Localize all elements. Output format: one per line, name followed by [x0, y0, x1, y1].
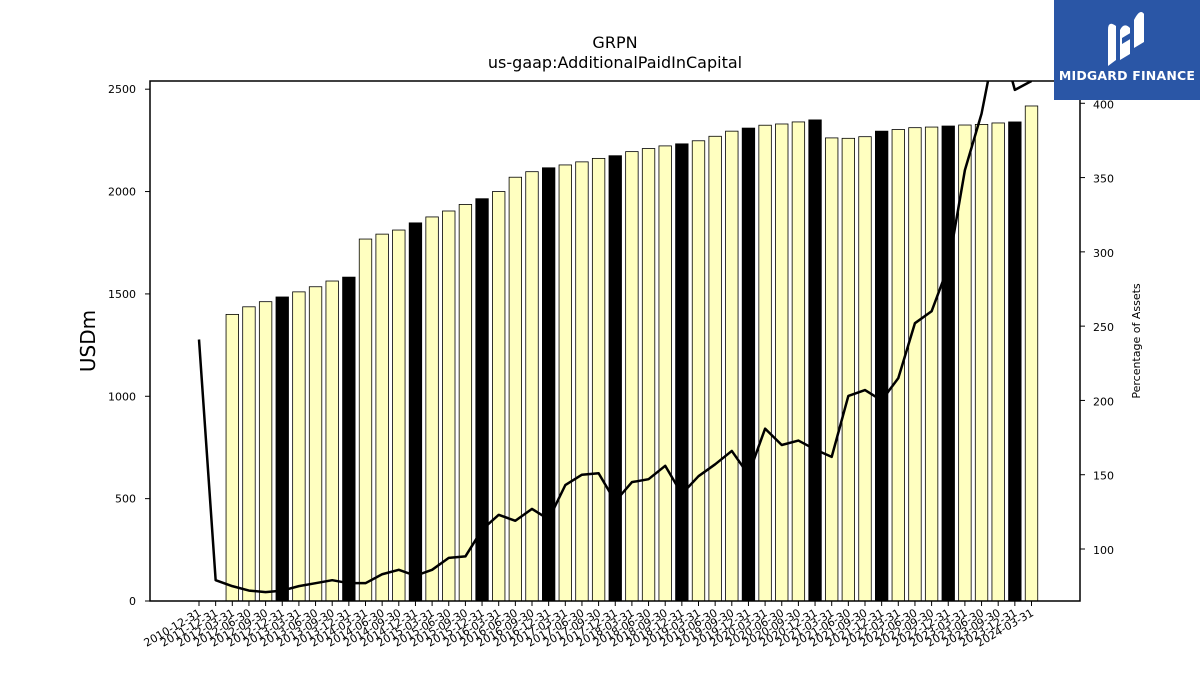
line-series: [197, 81, 1033, 594]
bar: [325, 280, 339, 602]
logo-text: MIDGARD FINANCE: [1058, 68, 1196, 83]
bar: [392, 229, 406, 602]
bar: [941, 125, 955, 602]
y-axis-right: 100 150 200 250 300 350 400: [1080, 98, 1114, 557]
bar: [608, 155, 622, 602]
logo-mark-icon: [1108, 12, 1144, 66]
bar: [725, 130, 739, 602]
bar: [841, 137, 855, 602]
bar: [858, 136, 872, 602]
bar: [408, 222, 423, 602]
x-axis: 2010-12-312011-12-312012-03-312012-06-30…: [142, 601, 1036, 650]
bar: [458, 204, 473, 602]
bar: [425, 216, 439, 602]
bar: [492, 191, 506, 602]
bar: [1024, 105, 1039, 602]
y-axis-title-right: Percentage of Assets: [1130, 283, 1143, 399]
bar: [758, 124, 772, 602]
y-tick-label: 1500: [108, 288, 136, 301]
y-tick-label: 0: [129, 595, 136, 608]
bar: [625, 151, 639, 602]
chart-title: GRPN: [592, 33, 637, 52]
bar: [558, 164, 572, 602]
y2-tick-label: 100: [1093, 544, 1114, 557]
bar: [675, 143, 689, 602]
bar: [1008, 121, 1022, 602]
bar: [825, 137, 839, 602]
bar: [791, 121, 806, 602]
bar: [525, 171, 539, 602]
bar: [658, 145, 672, 602]
bar: [258, 301, 273, 602]
bar: [591, 157, 606, 602]
y2-tick-label: 150: [1093, 470, 1114, 483]
bar: [924, 126, 939, 602]
bar: [808, 119, 822, 602]
bar: [641, 148, 656, 602]
y2-tick-label: 200: [1093, 395, 1114, 408]
bar: [275, 296, 289, 602]
y2-tick-label: 250: [1093, 321, 1114, 334]
brand-logo: MIDGARD FINANCE: [1054, 0, 1200, 100]
bar: [775, 123, 789, 602]
y-tick-label: 2500: [108, 83, 136, 96]
bar: [991, 122, 1005, 602]
y-tick-label: 500: [115, 493, 136, 506]
bar: [475, 198, 489, 602]
y-axis-title-left: USDm: [76, 310, 100, 372]
bar: [242, 306, 256, 602]
y-tick-label: 2000: [108, 186, 136, 199]
bar: [308, 286, 323, 602]
bar: [292, 291, 306, 602]
y2-tick-label: 300: [1093, 247, 1114, 260]
bar: [908, 127, 922, 602]
y-axis-left: 0 500 1000 1500 2000 2500: [108, 83, 150, 608]
bar: [708, 135, 722, 602]
bar: [508, 176, 523, 602]
bar: [875, 130, 889, 602]
bar: [225, 313, 239, 602]
bar: [542, 167, 556, 602]
y-tick-label: 1000: [108, 390, 136, 403]
bar: [691, 140, 706, 602]
bar-group: [225, 105, 1039, 602]
y2-tick-label: 400: [1093, 98, 1114, 111]
bar: [974, 124, 989, 602]
bar: [342, 276, 356, 602]
bar: [741, 127, 756, 602]
bar: [375, 233, 389, 602]
bar: [442, 210, 456, 602]
line-group: [197, 81, 1033, 594]
chart-subtitle: us-gaap:AdditionalPaidInCapital: [488, 53, 742, 72]
y2-tick-label: 350: [1093, 173, 1114, 186]
bar: [358, 238, 373, 602]
bar: [575, 161, 589, 602]
